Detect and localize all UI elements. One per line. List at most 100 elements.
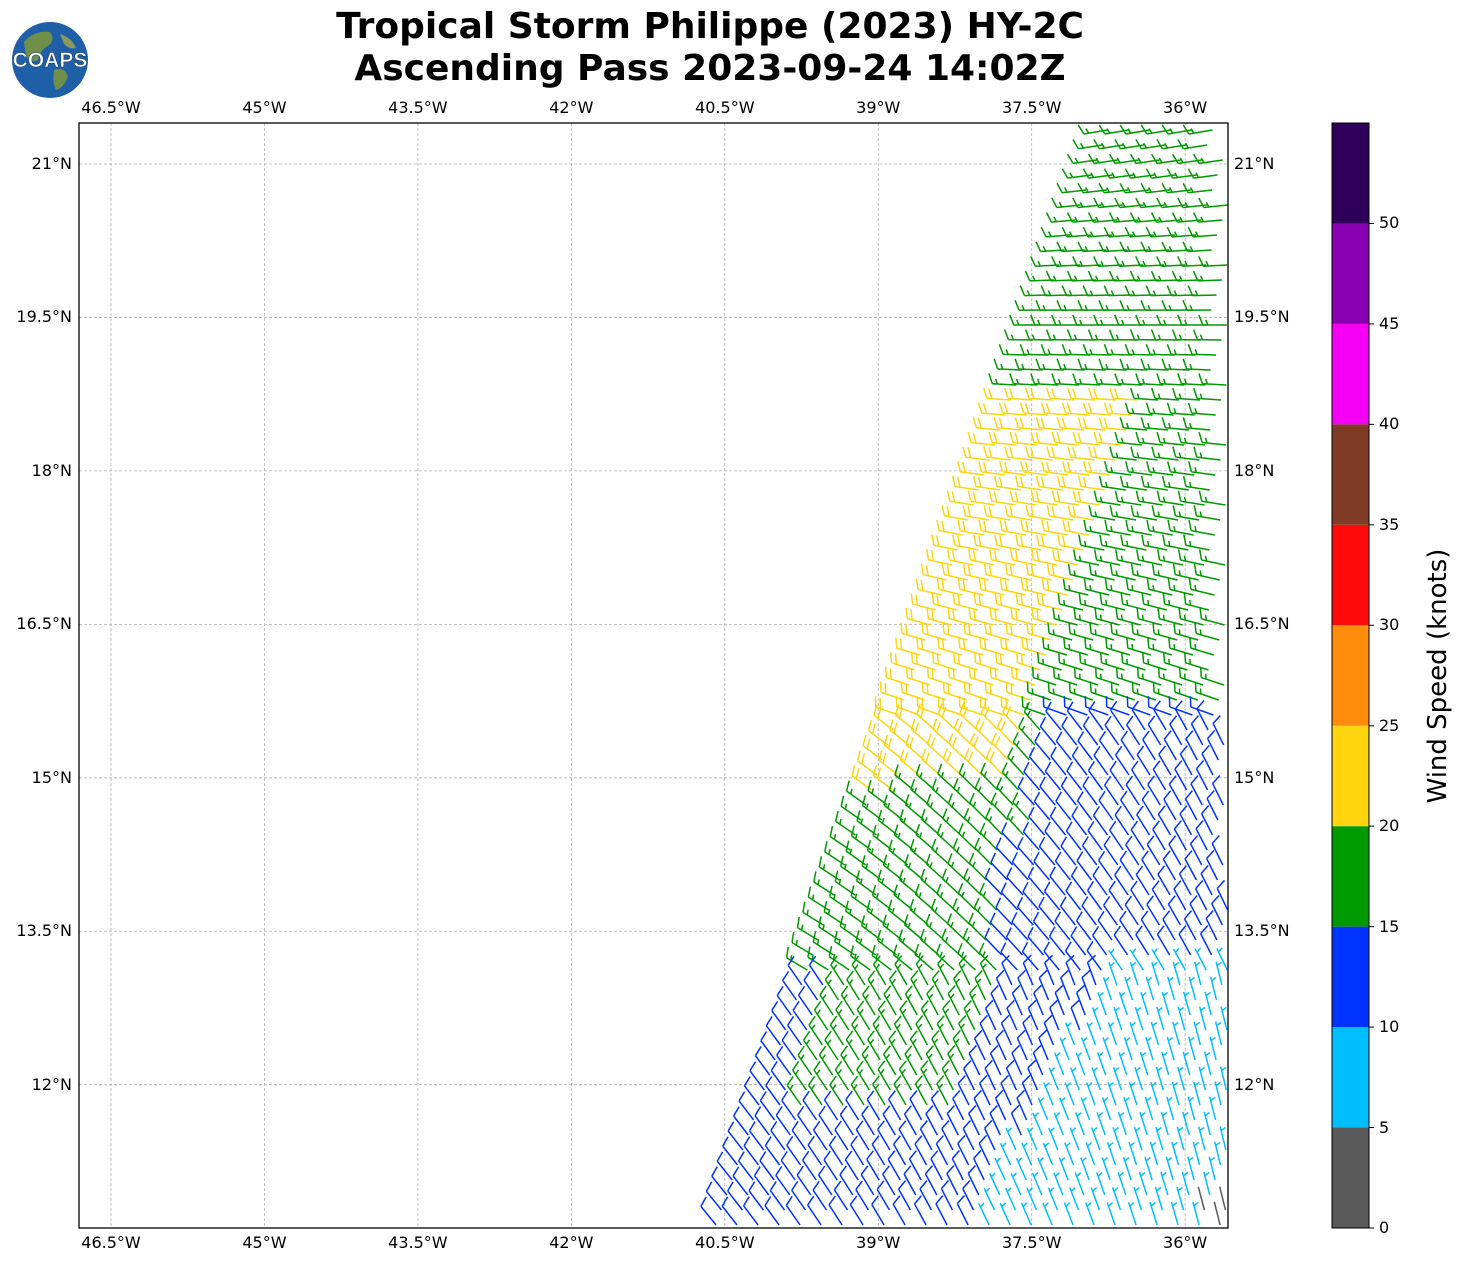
wind-barb <box>834 930 856 956</box>
wind-barb <box>1136 745 1151 776</box>
wind-barb <box>1032 1112 1043 1136</box>
wind-barb <box>855 930 877 956</box>
wind-barb <box>1182 358 1211 371</box>
wind-barb <box>1060 776 1077 806</box>
wind-barb <box>1043 881 1061 911</box>
wind-barb <box>867 1030 881 1061</box>
wind-barb <box>1106 1202 1116 1226</box>
wind-barb <box>910 593 937 611</box>
wind-barb <box>1098 790 1114 821</box>
wind-barb <box>1004 563 1031 581</box>
wind-barb <box>1105 637 1131 656</box>
wind-barb <box>1041 519 1068 536</box>
wind-barb <box>980 702 999 731</box>
wind-barb <box>780 1150 796 1181</box>
wind-barb <box>1035 358 1064 371</box>
wind-barb <box>877 809 898 836</box>
wind-barb <box>1005 927 1024 956</box>
wind-barb <box>829 1015 845 1046</box>
wind-barb <box>1151 563 1178 581</box>
wind-barb <box>1182 475 1210 491</box>
wind-barb <box>1051 431 1079 446</box>
colorbar-tick-label: 30 <box>1379 615 1400 635</box>
wind-barb <box>1039 776 1056 806</box>
wind-barb <box>867 970 882 1001</box>
wind-barb <box>1156 314 1185 326</box>
wind-barb <box>1187 1156 1195 1181</box>
wind-barb <box>1150 1081 1159 1106</box>
wind-barb <box>974 837 993 866</box>
wind-barb <box>1198 1066 1207 1091</box>
wind-barb <box>1034 731 1051 761</box>
wind-barb <box>1078 534 1105 551</box>
wind-barb <box>973 534 1000 551</box>
wind-barb <box>1051 490 1079 506</box>
wind-barb <box>787 1015 803 1046</box>
wind-barb <box>1107 1082 1117 1106</box>
wind-barb <box>978 578 1005 596</box>
wind-barb <box>1030 431 1058 446</box>
wind-barb <box>1016 1089 1028 1121</box>
wind-barb <box>1147 637 1173 656</box>
wind-barb <box>1193 446 1221 461</box>
wind-barb <box>1124 343 1154 356</box>
wind-barb <box>1109 446 1137 461</box>
wind-barb <box>1134 1006 1144 1031</box>
wind-barb <box>983 387 1012 401</box>
wind-barb <box>1067 505 1095 521</box>
wind-barb <box>980 762 999 791</box>
wind-barb <box>898 929 919 956</box>
wind-barb <box>1182 241 1212 253</box>
wind-barb <box>1073 666 1099 686</box>
wind-barb <box>856 1000 871 1031</box>
wind-barb <box>1133 1126 1143 1151</box>
wind-barb <box>1011 1044 1023 1076</box>
wind-barb <box>1038 969 1050 1001</box>
wind-barb <box>941 1120 954 1151</box>
wind-barb <box>1066 701 1083 731</box>
wind-barb <box>1130 505 1158 521</box>
wind-barb <box>926 666 952 686</box>
wind-barb <box>888 1030 902 1061</box>
wind-barb <box>1032 1044 1044 1076</box>
wind-barb <box>1080 1157 1090 1181</box>
wind-barb <box>909 839 930 866</box>
wind-barb <box>1183 593 1210 611</box>
colorbar-tick-label: 50 <box>1379 213 1400 233</box>
wind-barb <box>1151 387 1180 401</box>
wind-barb <box>1120 730 1135 761</box>
wind-barb <box>942 1000 955 1031</box>
wind-barb <box>834 870 856 896</box>
wind-barb <box>941 563 968 581</box>
lat-tick-label-right: 12°N <box>1234 1074 1275 1094</box>
wind-barb <box>1198 431 1226 446</box>
wind-barb <box>990 984 1002 1016</box>
wind-barb <box>951 475 979 491</box>
wind-barb <box>1161 475 1189 491</box>
wind-barb <box>983 1119 996 1151</box>
wind-barb <box>1068 681 1093 701</box>
wind-barb <box>1077 417 1106 431</box>
wind-barb <box>1080 1037 1091 1061</box>
wind-barb <box>925 549 953 566</box>
wind-barb <box>988 549 1016 566</box>
wind-barb <box>984 927 1003 956</box>
wind-barb <box>1109 820 1124 851</box>
wind-barb <box>1090 1187 1101 1211</box>
wind-barb <box>936 1015 950 1046</box>
wind-barb <box>1041 461 1069 476</box>
wind-barb <box>1010 1172 1022 1196</box>
wind-barb <box>1157 865 1171 896</box>
wind-barb <box>850 1135 865 1166</box>
wind-barb <box>1177 139 1208 150</box>
wind-barb <box>926 733 946 761</box>
wind-barb <box>1144 1096 1154 1121</box>
colorbar-bin <box>1332 926 1369 1028</box>
wind-barb <box>1104 715 1120 746</box>
wind-barb <box>1133 1186 1143 1211</box>
wind-barb <box>1151 446 1179 461</box>
wind-barb <box>807 1075 823 1106</box>
wind-barb <box>1152 760 1167 791</box>
wind-barb <box>930 898 950 926</box>
wind-barb <box>920 1000 934 1031</box>
